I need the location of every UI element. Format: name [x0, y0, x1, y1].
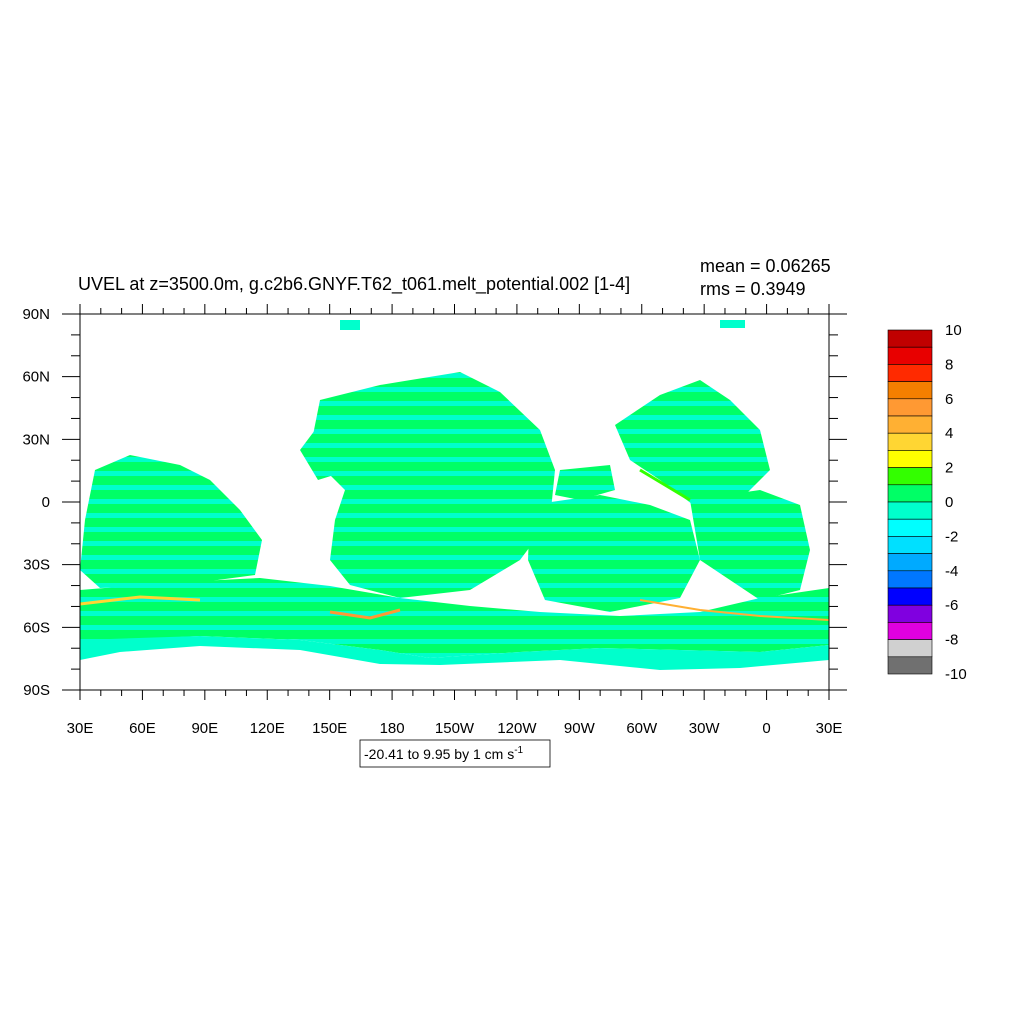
colorbar-label: 2 — [945, 460, 953, 477]
x-tick-label: 60E — [129, 720, 156, 737]
ocean-field — [80, 314, 829, 690]
x-tick-label: 150E — [312, 720, 347, 737]
southern-ocean-south — [80, 636, 829, 670]
acc-jet-east — [639, 599, 829, 621]
equatorial-jet — [639, 468, 691, 502]
colorbar-swatch — [887, 553, 933, 572]
acc-jet-central — [329, 608, 401, 620]
colorbar-label: 10 — [945, 322, 962, 339]
rms-label: rms = 0.3949 — [700, 279, 806, 299]
colorbar-swatch — [887, 415, 933, 434]
east-pacific — [555, 465, 615, 500]
x-tick-label: 60W — [626, 720, 658, 737]
colorbar-swatch — [887, 398, 933, 417]
y-tick-label: 30N — [22, 431, 50, 448]
colorbar-swatch — [887, 587, 933, 606]
x-tick-label: 30E — [816, 720, 843, 737]
atlantic-south — [528, 495, 700, 612]
colorbar-swatch — [887, 346, 933, 365]
colorbar-swatch — [887, 381, 933, 400]
x-tick-label: 30W — [689, 720, 721, 737]
colorbar-label: -10 — [945, 666, 967, 683]
colorbar-swatch — [887, 639, 933, 658]
colorbar-swatch — [887, 604, 933, 623]
y-tick-label: 30S — [23, 557, 50, 574]
colorbar-label: 0 — [945, 494, 953, 511]
colorbar-label: -4 — [945, 563, 958, 580]
x-tick-label: 120W — [497, 720, 537, 737]
caption-text: -20.41 to 9.95 by 1 cm s-1 — [364, 745, 524, 762]
x-axis: 30E 60E 90E 120E 150E 180 150W 120W 90W 60W 30W 0 30… — [67, 304, 843, 737]
y-tick-label: 60N — [22, 369, 50, 386]
chart-title: UVEL at z=3500.0m, g.c2b6.GNYF.T62_t061.… — [78, 274, 630, 295]
colorbar-label: 8 — [945, 356, 953, 373]
mean-label: mean = 0.06265 — [700, 256, 831, 276]
x-tick-label: 150W — [435, 720, 475, 737]
colorbar-swatch — [887, 484, 933, 503]
x-tick-label: 90W — [564, 720, 596, 737]
colorbar-label: 4 — [945, 425, 953, 442]
indian-ocean — [80, 455, 262, 588]
y-tick-label: 60S — [23, 619, 50, 636]
colorbar-label: -6 — [945, 597, 958, 614]
x-tick-label: 180 — [380, 720, 405, 737]
colorbar-swatch — [887, 432, 933, 451]
colorbar-label: 6 — [945, 391, 953, 408]
colorbar-swatch — [887, 467, 933, 486]
colorbar-swatch — [887, 656, 933, 675]
y-tick-label: 90N — [22, 306, 50, 323]
colorbar-swatch — [887, 501, 933, 520]
caption-box — [359, 739, 551, 768]
colorbar-swatch — [887, 329, 933, 348]
colorbar-swatch — [887, 450, 933, 468]
y-tick-label: 0 — [42, 494, 50, 511]
colorbar-label: -8 — [945, 632, 958, 649]
x-tick-label: 120E — [250, 720, 285, 737]
colorbar-swatch — [887, 622, 933, 640]
x-tick-label: 0 — [762, 720, 770, 737]
x-tick-label: 90E — [191, 720, 218, 737]
atlantic-north — [615, 380, 770, 510]
south-atlantic-east — [690, 490, 810, 600]
colorbar: 10 8 6 4 2 0 -2 -4 -6 -8 -10 — [887, 322, 967, 683]
y-tick-label: 90S — [23, 682, 50, 699]
x-tick-label: 30E — [67, 720, 94, 737]
colorbar-swatch — [887, 570, 933, 589]
pacific-north — [300, 395, 380, 480]
colorbar-swatch — [887, 536, 933, 554]
acc-jet-west — [80, 595, 201, 606]
southern-ocean — [80, 578, 829, 658]
colorbar-swatch — [887, 364, 933, 382]
colorbar-swatch — [887, 518, 933, 537]
y-axis: 90N 60N 30N 0 30S 60S 90S — [22, 306, 847, 699]
colorbar-label: -2 — [945, 528, 958, 545]
